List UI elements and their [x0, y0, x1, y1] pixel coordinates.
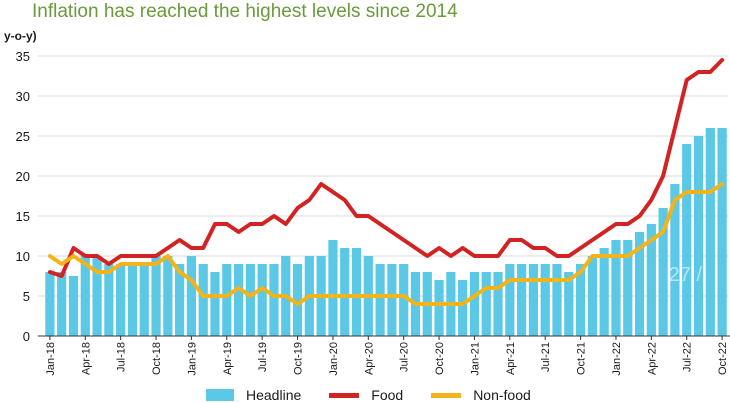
headline-bar — [80, 256, 90, 336]
legend-swatch-headline — [206, 389, 234, 401]
x-tick-label: Oct-19 — [293, 342, 305, 375]
y-tick-label: 5 — [23, 289, 30, 304]
headline-bar — [139, 264, 149, 336]
headline-bar — [705, 128, 715, 336]
x-tick-label: Apr-21 — [505, 342, 517, 375]
headline-bar — [717, 128, 727, 336]
legend-swatch-nonfood — [431, 392, 462, 398]
x-tick-label: Jan-19 — [186, 342, 198, 376]
headline-bar — [328, 240, 338, 336]
y-tick-label: 25 — [16, 129, 30, 144]
legend-label-headline: Headline — [246, 387, 302, 403]
x-tick-label: Oct-21 — [576, 342, 588, 375]
headline-bar — [292, 264, 303, 336]
headline-bar — [399, 264, 409, 336]
legend-label-food: Food — [371, 387, 404, 403]
headline-bar — [634, 232, 645, 336]
headline-bar — [458, 280, 468, 336]
headline-bar — [127, 264, 138, 336]
headline-bar — [45, 272, 55, 336]
headline-bar — [434, 280, 444, 336]
headline-bars — [45, 128, 727, 336]
headline-bar — [198, 264, 208, 336]
nonfood-line — [47, 182, 725, 306]
y-tick-label: 15 — [16, 209, 30, 224]
headline-bar — [175, 264, 185, 336]
y-axis-tick-labels: 0 5 10 15 20 25 30 35 — [16, 49, 30, 344]
headline-bar — [528, 264, 539, 336]
legend-item-headline: Headline — [206, 387, 301, 403]
headline-bar — [599, 248, 609, 336]
headline-bar — [92, 256, 102, 336]
headline-bar — [623, 240, 633, 336]
x-tick-label: Jul-22 — [682, 342, 694, 372]
y-tick-label: 20 — [16, 169, 30, 184]
headline-bar — [611, 240, 621, 336]
y-tick-label: 35 — [16, 49, 30, 64]
x-tick-label: Oct-22 — [717, 342, 729, 375]
y-axis-unit-label: y-o-y) — [4, 29, 37, 43]
headline-bar — [670, 184, 680, 336]
headline-bar — [151, 256, 161, 336]
headline-bar — [257, 264, 267, 336]
x-tick-label: Jan-21 — [469, 342, 481, 376]
headline-bar — [233, 264, 244, 336]
headline-bar — [564, 272, 574, 336]
headline-bar — [505, 264, 515, 336]
headline-bar — [340, 248, 350, 336]
y-tick-label: 0 — [23, 329, 30, 344]
headline-bar — [575, 264, 586, 336]
headline-bar — [186, 256, 197, 336]
headline-bar — [116, 264, 126, 336]
x-tick-label: Jul-21 — [540, 342, 552, 372]
x-tick-label: Jan-18 — [45, 342, 57, 376]
headline-bar — [163, 256, 173, 336]
x-tick-label: Oct-20 — [434, 342, 446, 375]
chart-title: Inflation has reached the highest levels… — [32, 1, 458, 22]
x-tick-label: Jan-22 — [611, 342, 623, 376]
headline-bar — [540, 264, 550, 336]
legend-swatch-food — [329, 392, 360, 398]
headline-bar — [658, 208, 668, 336]
headline-bar — [682, 144, 692, 336]
legend-item-nonfood: Non-food — [431, 387, 531, 403]
headline-bar — [68, 276, 79, 336]
x-axis-tick-labels: Jan-18 Apr-18 Jul-18 Oct-18 Jan-19 Apr-19 Jul-… — [45, 336, 729, 376]
headline-bar — [517, 264, 527, 336]
watermark: 27 / — [669, 264, 703, 286]
headline-bar — [104, 264, 114, 336]
headline-bar — [375, 264, 385, 336]
x-tick-label: Jul-19 — [257, 342, 269, 372]
x-tick-label: Apr-22 — [646, 342, 658, 375]
headline-bar — [469, 272, 480, 336]
legend-label-nonfood: Non-food — [473, 387, 531, 403]
headline-bar — [245, 264, 255, 336]
x-tick-label: Apr-18 — [80, 342, 92, 375]
headline-bar — [57, 272, 67, 336]
headline-bar — [587, 256, 597, 336]
x-tick-label: Apr-19 — [222, 342, 234, 375]
y-tick-label: 10 — [16, 249, 30, 264]
x-tick-label: Apr-20 — [363, 342, 375, 375]
headline-bar — [493, 272, 503, 336]
y-tick-label: 30 — [16, 89, 30, 104]
headline-bar — [646, 224, 656, 336]
headline-bar — [387, 264, 397, 336]
x-tick-label: Jan-20 — [328, 342, 340, 376]
headline-bar — [351, 248, 362, 336]
food-line — [47, 58, 725, 278]
series-lines — [47, 58, 725, 306]
legend-item-food: Food — [329, 387, 403, 403]
x-tick-label: Jul-20 — [399, 342, 411, 372]
headline-bar — [481, 272, 491, 336]
legend: Headline Food Non-food — [206, 387, 559, 403]
headline-bar — [210, 272, 220, 336]
headline-bar — [269, 264, 279, 336]
headline-bar — [693, 136, 704, 336]
headline-bar — [552, 264, 562, 336]
headline-bar — [222, 264, 232, 336]
x-tick-label: Oct-18 — [151, 342, 163, 375]
x-tick-label: Jul-18 — [116, 342, 128, 372]
